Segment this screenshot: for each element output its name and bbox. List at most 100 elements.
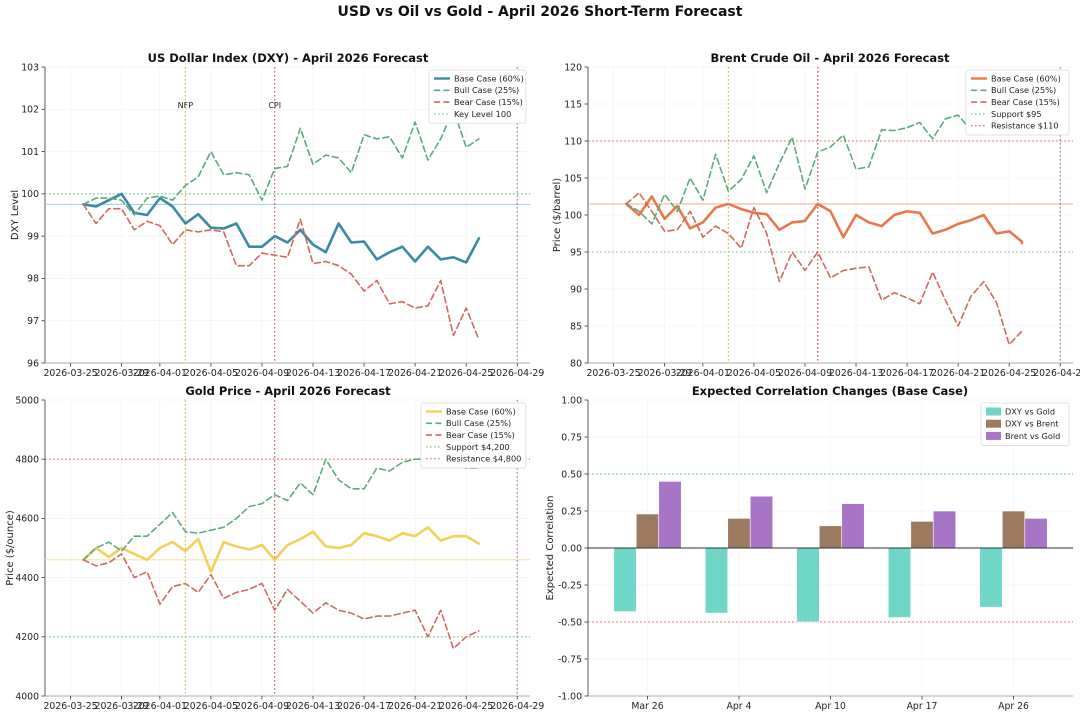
dxy-title: US Dollar Index (DXY) - April 2026 Forec… (148, 51, 429, 65)
dxy-x-tick-label: 2026-04-13 (286, 368, 340, 379)
gold-x-tick-label: 2026-04-13 (286, 701, 340, 712)
dxy-x-tick-label: 2026-04-29 (490, 368, 544, 379)
gold-legend-label: Bull Case (25%) (446, 418, 511, 428)
corr-bar (1001, 510, 1026, 549)
dxy-legend-label: Key Level 100 (454, 109, 511, 119)
corr-y-tick-label: 0.25 (561, 506, 582, 517)
dxy-panel: US Dollar Index (DXY) - April 2026 Forec… (10, 51, 544, 379)
gold-x-tick-label: 2026-04-21 (388, 701, 442, 712)
brent-y-tick-label: 105 (564, 173, 582, 184)
dxy-x-tick-label: 2026-04-05 (184, 368, 238, 379)
corr-bar (727, 518, 751, 549)
corr-bar (910, 521, 934, 549)
corr-bar (704, 547, 729, 614)
brent-legend-label: Resistance $110 (991, 121, 1059, 131)
gold-legend-label: Bear Case (15%) (446, 430, 515, 440)
gold-panel: Gold Price - April 2026 Forecast Price ($… (5, 384, 544, 712)
corr-bar (635, 513, 660, 549)
corr-bar (658, 481, 682, 549)
brent-x-tick-label: 2026-04-09 (778, 368, 832, 379)
dxy-x-tick-label: 2026-03-25 (44, 368, 98, 379)
corr-legend-label: DXY vs Brent (1005, 419, 1059, 429)
corr-y-label: Expected Correlation (545, 496, 556, 601)
brent-legend-label: Bear Case (15%) (991, 97, 1060, 107)
dxy-x-tick-label: 2026-04-17 (337, 368, 391, 379)
gold-series-line (82, 553, 480, 650)
gold-y-tick-label: 4600 (15, 514, 39, 525)
dxy-y-tick-label: 100 (21, 189, 39, 200)
corr-bar (887, 547, 912, 618)
gold-x-tick-label: 2026-04-01 (133, 701, 187, 712)
gold-x-tick-label: 2026-04-17 (337, 701, 391, 712)
corr-title: Expected Correlation Changes (Base Case) (692, 384, 968, 398)
dxy-y-label: DXY Level (10, 190, 21, 240)
dxy-legend-label: Bull Case (25%) (454, 85, 519, 95)
brent-x-tick-label: 2026-03-25 (587, 368, 641, 379)
brent-series-line (625, 192, 1023, 346)
gold-legend: Base Case (60%) Bull Case (25%) Bear Case … (420, 402, 527, 469)
brent-x-tick-label: 2026-04-13 (829, 368, 883, 379)
gold-x-tick-label: 2026-03-25 (44, 701, 98, 712)
brent-x-tick-label: 2026-04-21 (931, 368, 985, 379)
corr-x-tick-label: Apr 10 (815, 701, 846, 712)
gold-x-tick-label: 2026-04-09 (235, 701, 289, 712)
corr-legend-swatch (986, 419, 1001, 428)
brent-x-tick-label: 2026-04-05 (727, 368, 781, 379)
brent-legend-label: Support $95 (991, 109, 1042, 119)
brent-title: Brent Crude Oil - April 2026 Forecast (710, 51, 950, 65)
gold-y-tick-label: 4200 (15, 632, 39, 643)
corr-y-tick-label: -0.50 (558, 617, 582, 628)
dxy-legend-label: Base Case (60%) (454, 73, 524, 83)
corr-bar (979, 547, 1003, 608)
dxy-x-tick-label: 2026-04-01 (133, 368, 187, 379)
brent-y-tick-label: 95 (570, 247, 582, 258)
gold-legend-label: Resistance $4,800 (446, 454, 521, 464)
gold-legend-label: Support $4,200 (446, 442, 510, 452)
corr-bar (818, 525, 843, 549)
corr-x-tick-label: Mar 26 (631, 701, 663, 712)
corr-x-tick-label: Apr 4 (727, 701, 752, 712)
dxy-y-tick-label: 103 (21, 62, 39, 73)
gold-title: Gold Price - April 2026 Forecast (185, 384, 391, 398)
brent-y-tick-label: 90 (570, 284, 582, 295)
brent-series-line (625, 195, 1024, 245)
corr-y-tick-label: -0.75 (558, 654, 582, 665)
corr-bar (796, 547, 820, 623)
gold-legend-box (420, 402, 527, 469)
brent-x-tick-label: 2026-03-29 (638, 368, 692, 379)
corr-panel: Expected Correlation Changes (Base Case)… (545, 384, 1073, 712)
dxy-x-tick-label: 2026-04-25 (439, 368, 493, 379)
dxy-y-tick-label: 97 (27, 316, 39, 327)
dxy-y-tick-label: 101 (21, 147, 39, 158)
dxy-legend-box (428, 69, 527, 124)
corr-legend-label: DXY vs Gold (1005, 406, 1055, 416)
dxy-y-tick-label: 102 (21, 105, 39, 116)
gold-series-line (82, 526, 481, 573)
corr-y-tick-label: 0.00 (561, 543, 582, 554)
brent-legend-label: Base Case (60%) (991, 73, 1061, 83)
gold-y-tick-label: 5000 (15, 395, 39, 406)
brent-legend-label: Bull Case (25%) (991, 85, 1056, 95)
dxy-event-label: CPI (268, 101, 281, 110)
corr-bar (1024, 518, 1048, 549)
gold-x-tick-label: 2026-04-29 (490, 701, 544, 712)
brent-legend-box (965, 69, 1070, 136)
gold-x-tick-label: 2026-03-29 (95, 701, 149, 712)
brent-panel: Brent Crude Oil - April 2026 Forecast Pri… (552, 51, 1080, 379)
corr-legend-swatch (986, 431, 1001, 440)
figure-title: USD vs Oil vs Gold - April 2026 Short-Te… (338, 4, 743, 20)
dxy-series-line (82, 108, 480, 216)
brent-legend: Base Case (60%) Bull Case (25%) Bear Case … (965, 69, 1070, 136)
corr-x-tick-label: Apr 17 (907, 701, 938, 712)
corr-bar (749, 495, 774, 549)
dxy-y-tick-label: 99 (27, 231, 39, 242)
dxy-event-label: NFP (178, 101, 194, 110)
brent-x-tick-label: 2026-04-17 (880, 368, 934, 379)
corr-legend: DXY vs Gold DXY vs Brent Brent vs Gold (980, 402, 1070, 446)
dxy-y-tick-label: 96 (27, 358, 39, 369)
gold-series-line (82, 458, 480, 561)
brent-y-tick-label: 110 (564, 136, 582, 147)
brent-y-tick-label: 100 (564, 210, 582, 221)
gold-x-tick-label: 2026-04-05 (184, 701, 238, 712)
brent-x-tick-label: 2026-04-25 (982, 368, 1036, 379)
